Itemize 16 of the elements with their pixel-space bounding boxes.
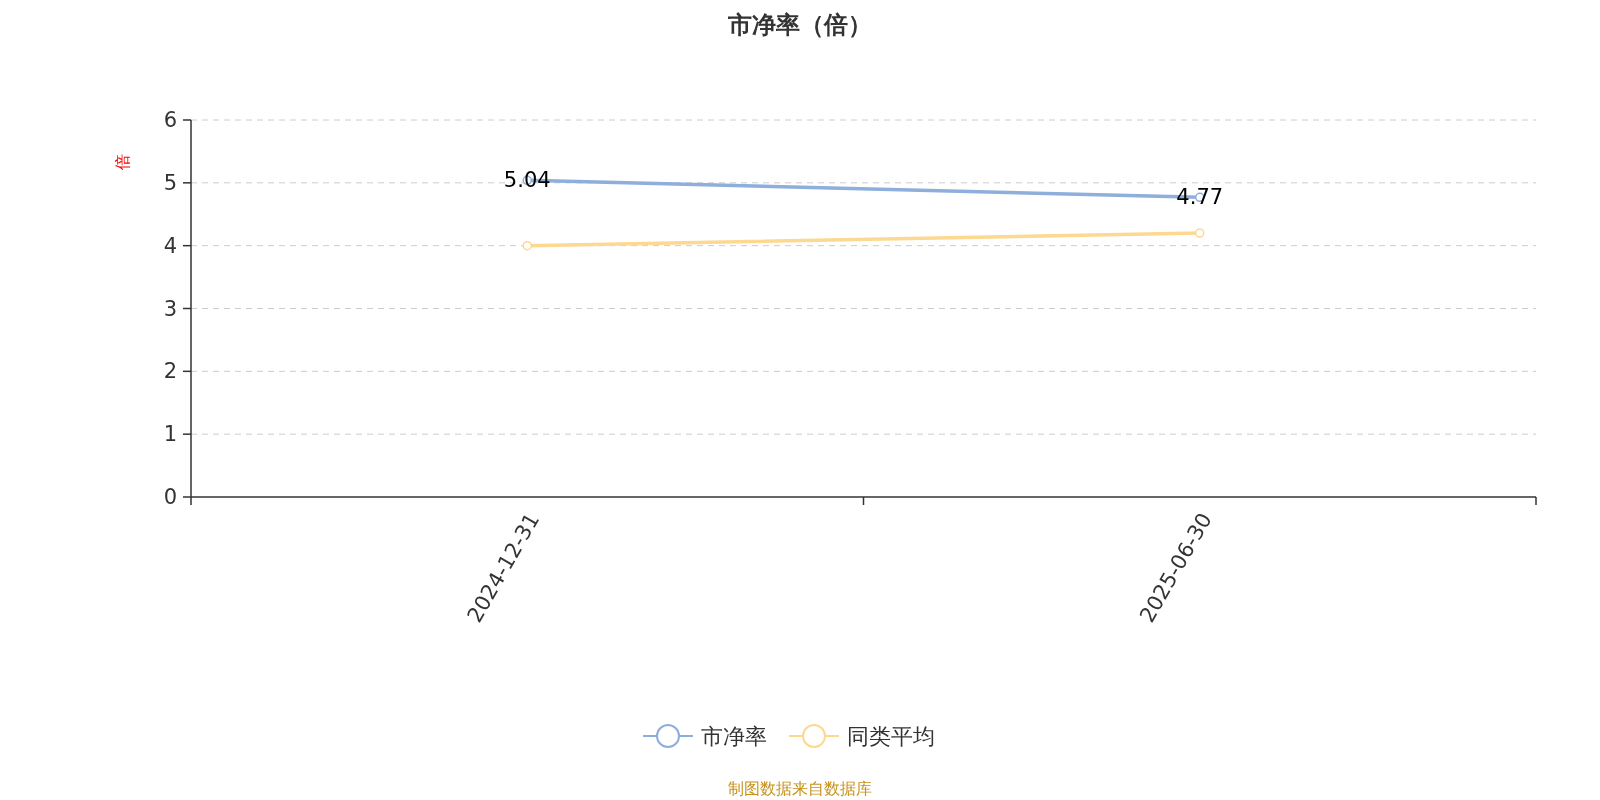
y-tick-label: 4 [163, 233, 177, 258]
data-label: 4.77 [1176, 185, 1224, 210]
chart-title: 市净率（倍） [727, 11, 872, 39]
point [522, 240, 532, 251]
legend-label: 市净率 [701, 724, 767, 749]
y-tick-label: 0 [163, 485, 177, 509]
y-axis-title: 倍 [113, 154, 132, 170]
y-tick-label: 1 [163, 422, 177, 447]
data-label: 5.04 [503, 168, 551, 193]
legend-label: 同类平均 [847, 724, 935, 749]
y-tick-label: 6 [163, 108, 177, 132]
text: 制图数据来自数据库 [728, 779, 872, 798]
y-tick-label: 3 [163, 296, 177, 321]
y-tick-label: 2 [163, 359, 177, 384]
y-tick-label: 5 [163, 170, 177, 195]
point [1195, 228, 1205, 238]
